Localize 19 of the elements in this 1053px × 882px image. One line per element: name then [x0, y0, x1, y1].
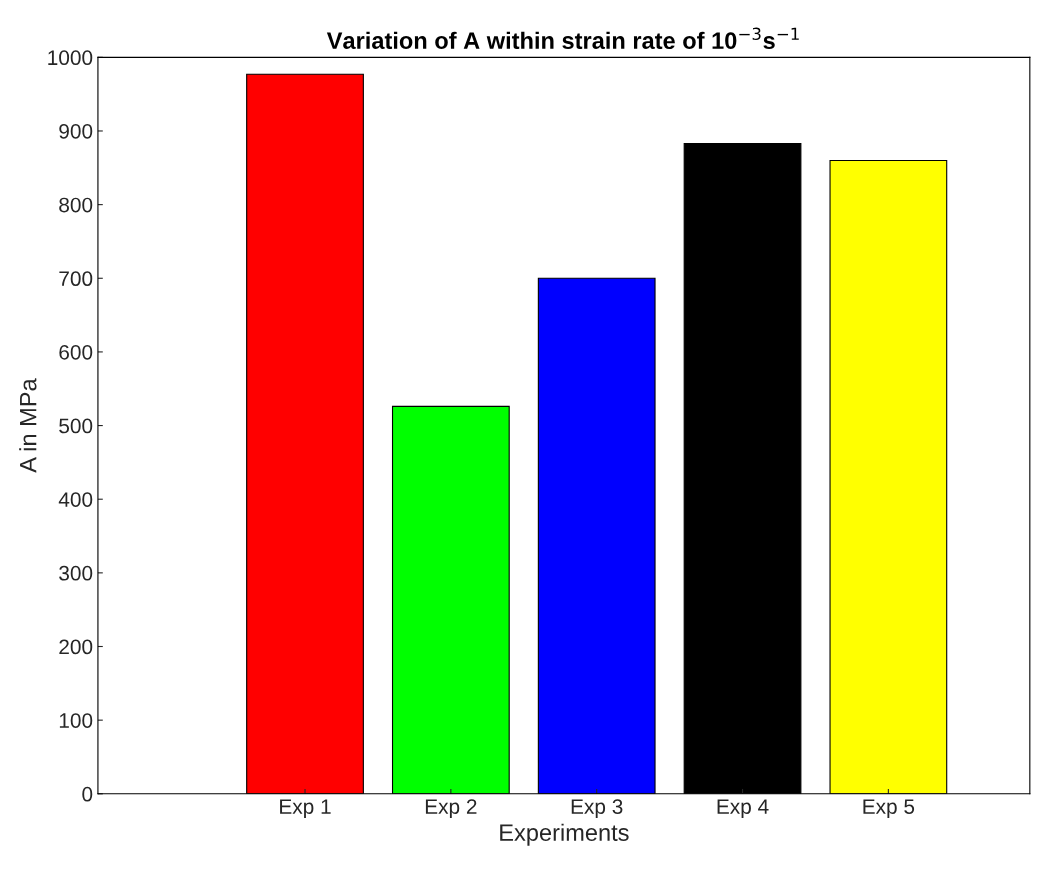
x-tick-label: Exp 5 — [863, 799, 915, 819]
y-tick-label: 400 — [58, 492, 93, 507]
y-tick-label: 700 — [59, 271, 93, 287]
x-tick-label: Exp 1 — [280, 799, 331, 819]
chart-title: Variation of A within strain rate of 10$^{−3}$s$^{−1}$ — [326, 27, 799, 50]
y-tick-label: 200 — [59, 639, 93, 655]
x-tick-label: Exp 3 — [571, 799, 623, 819]
y-tick-label: 0 — [82, 786, 93, 802]
y-tick-label: 1000 — [48, 50, 93, 66]
y-tick-label: 800 — [59, 197, 93, 213]
x-tick-label: Exp 4 — [717, 799, 769, 819]
y-tick-label: 500 — [59, 418, 93, 434]
y-axis-title: A in MPa — [19, 378, 37, 473]
y-tick-label: 100 — [59, 713, 93, 728]
y-tick-label: 900 — [59, 123, 93, 139]
y-tick-label: 600 — [59, 344, 93, 360]
x-tick-label: Exp 2 — [425, 799, 477, 819]
x-axis-title: Experiments — [500, 823, 629, 846]
y-tick-label: 300 — [59, 565, 93, 581]
